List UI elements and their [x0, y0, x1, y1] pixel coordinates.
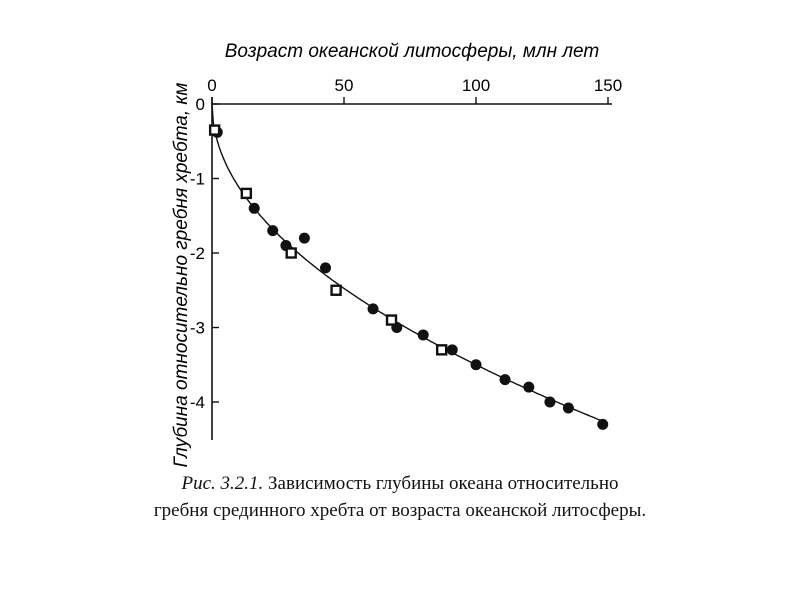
- y-axis-title: Глубина относительно гребня хребта, км: [171, 83, 192, 468]
- data-point-square: [385, 314, 398, 326]
- data-point-circle: [562, 402, 574, 414]
- data-point-circle: [597, 418, 609, 430]
- data-point-square: [285, 247, 297, 259]
- data-point-circle: [248, 202, 260, 214]
- data-point-square: [435, 344, 448, 356]
- data-point-circle: [446, 344, 458, 356]
- y-tick-label: 0: [196, 95, 205, 114]
- y-tick-label: -1: [190, 170, 205, 189]
- y-tick-label: -3: [190, 319, 205, 338]
- data-point-circle: [267, 225, 279, 237]
- data-point-circle: [523, 381, 535, 393]
- y-ticks: 0 -1 -2 -3 -4: [190, 95, 219, 412]
- data-point-circle: [470, 359, 482, 371]
- data-point-circle: [367, 303, 379, 315]
- data-point-circle: [320, 262, 332, 274]
- figure-caption: Рис. 3.2.1. Зависимость глубины океана о…: [100, 470, 700, 524]
- data-point-circle: [544, 396, 556, 408]
- x-axis-title: Возраст океанской литосферы, млн лет: [225, 41, 600, 62]
- data-points: [208, 124, 609, 430]
- x-tick-label: 50: [335, 76, 354, 95]
- caption-line-1: Рис. 3.2.1. Зависимость глубины океана о…: [100, 470, 700, 497]
- y-tick-label: -4: [190, 393, 205, 412]
- data-point-square: [240, 187, 253, 200]
- data-point-square: [208, 124, 221, 136]
- depth-vs-age-chart: Возраст океанской литосферы, млн лет Глу…: [171, 41, 622, 468]
- x-tick-label: 150: [594, 76, 622, 95]
- y-tick-label: -2: [190, 244, 205, 263]
- caption-prefix: Рис. 3.2.1.: [181, 473, 264, 494]
- x-ticks: 0 50 100 150: [207, 76, 622, 104]
- x-tick-label: 100: [462, 76, 490, 95]
- caption-line-2: гребня срединного хребта от возраста оке…: [153, 500, 647, 521]
- data-point-circle: [298, 232, 310, 244]
- data-point-circle: [417, 329, 429, 341]
- x-tick-label: 0: [207, 76, 216, 95]
- fit-curve: [211, 103, 603, 422]
- caption-text-1: Зависимость глубины океана относительно: [268, 473, 619, 494]
- data-point-square: [330, 284, 342, 296]
- data-point-circle: [499, 374, 511, 386]
